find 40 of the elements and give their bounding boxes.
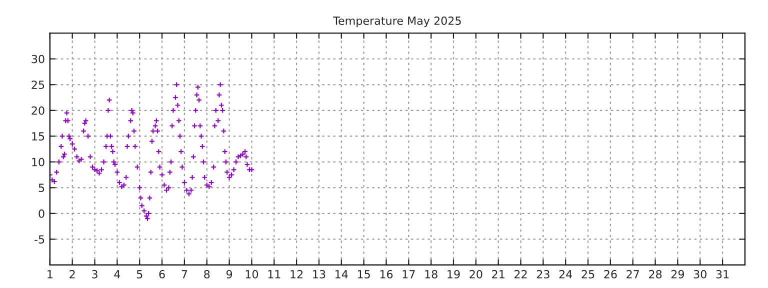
x-tick-label: 22	[514, 270, 527, 278]
x-tick-label: 2	[70, 270, 75, 278]
x-tick-label: 19	[448, 270, 460, 278]
x-tick-label: 28	[649, 270, 662, 278]
x-tick-label: 21	[492, 270, 504, 278]
x-tick-label: 23	[536, 270, 550, 278]
x-tick-label: 24	[559, 270, 572, 278]
y-tick-label: 0	[38, 209, 44, 218]
chart-title: Temperature May 2025	[333, 16, 461, 28]
y-tick-label: 30	[32, 54, 44, 64]
x-tick-label: 12	[290, 270, 303, 278]
y-tick-label: -5	[34, 235, 44, 244]
x-tick-label: 13	[313, 270, 326, 278]
y-tick-label: 20	[32, 106, 44, 115]
x-tick-label: 6	[159, 270, 165, 278]
x-tick-label: 5	[136, 270, 142, 278]
y-tick-label: 25	[32, 80, 44, 90]
x-tick-label: 15	[358, 270, 370, 278]
x-tick-label: 17	[402, 270, 415, 278]
y-tick-label: 10	[32, 158, 44, 166]
x-tick-label: 27	[626, 270, 639, 278]
y-tick-label: 5	[38, 184, 44, 192]
x-tick-label: 3	[92, 270, 98, 278]
x-tick-label: 11	[268, 270, 280, 278]
x-tick-label: 4	[114, 270, 120, 278]
x-tick-label: 20	[470, 270, 482, 278]
y-tick-label: 15	[32, 132, 44, 141]
x-tick-label: 30	[694, 270, 706, 278]
x-tick-label: 29	[671, 270, 684, 278]
x-tick-label: 31	[716, 270, 729, 278]
x-tick-label: 7	[182, 270, 188, 278]
x-tick-label: 9	[226, 270, 232, 278]
x-tick-label: 14	[336, 270, 348, 278]
x-tick-label: 8	[204, 270, 210, 278]
x-tick-label: 18	[425, 270, 438, 278]
x-tick-label: 25	[582, 270, 594, 278]
x-tick-label: 16	[380, 270, 393, 278]
x-tick-label: 26	[604, 270, 617, 278]
x-tick-label: 10	[246, 270, 258, 278]
x-tick-label: 1	[48, 270, 52, 278]
